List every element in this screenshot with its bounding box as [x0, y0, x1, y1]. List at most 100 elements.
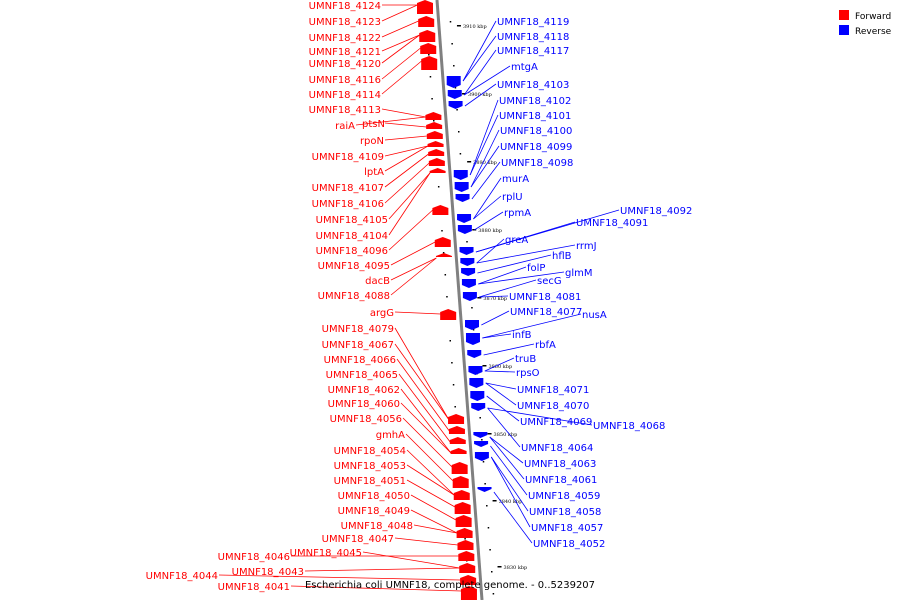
- reverse-label-leader: [463, 49, 497, 96]
- forward-label-leader: [384, 135, 428, 141]
- backbone-dot: [484, 483, 486, 485]
- backbone-dot: [464, 538, 466, 540]
- forward-gene-label: UMNF18_4107: [312, 183, 384, 194]
- forward-gene-label: UMNF18_4062: [328, 385, 400, 396]
- reverse-label-leader: [477, 254, 552, 274]
- forward-gene-label: UMNF18_4043: [232, 567, 304, 578]
- scale-tick: [456, 25, 461, 27]
- forward-gene-label: UMNF18_4079: [322, 324, 394, 335]
- forward-label-leader: [388, 209, 434, 251]
- forward-gene-label: UMNF18_4051: [334, 476, 406, 487]
- forward-label-leader: [390, 257, 437, 296]
- forward-label-leader: [381, 20, 419, 38]
- forward-gene-arrow: [428, 149, 445, 156]
- reverse-gene-arrow: [446, 76, 461, 88]
- forward-gene-label: UMNF18_4123: [309, 17, 381, 28]
- forward-gene-label: UMNF18_4060: [328, 399, 400, 410]
- forward-label-leader: [384, 122, 427, 128]
- forward-gene-label: UMNF18_4116: [309, 75, 381, 86]
- forward-gene-arrow: [453, 490, 470, 500]
- forward-genes: [417, 0, 477, 600]
- forward-gene-arrow: [454, 502, 471, 514]
- forward-label-leader: [381, 108, 426, 118]
- reverse-gene-arrow: [474, 441, 489, 447]
- reverse-gene-label: infB: [512, 330, 532, 341]
- forward-label-leader: [381, 4, 418, 22]
- reverse-gene-label: UMNF18_4118: [497, 32, 569, 43]
- forward-gene-label: UMNF18_4050: [338, 491, 410, 502]
- reverse-label-leader: [485, 382, 517, 406]
- reverse-gene-label: UMNF18_4061: [525, 475, 597, 486]
- reverse-label-leader: [479, 279, 537, 298]
- reverse-gene-label: UMNF18_4064: [521, 443, 593, 454]
- forward-gene-label: argG: [370, 308, 394, 319]
- reverse-gene-arrow: [457, 214, 472, 223]
- backbone-dot: [437, 186, 440, 188]
- forward-label-leader: [394, 327, 449, 420]
- backbone-dot: [454, 87, 457, 89]
- forward-gene-arrow: [434, 237, 451, 247]
- reverse-gene-arrow: [461, 279, 476, 288]
- reverse-label-leader: [478, 271, 565, 285]
- scale-tick: [492, 500, 497, 502]
- forward-gene-label: rpoN: [360, 136, 384, 147]
- forward-gene-label: UMNF18_4095: [318, 261, 390, 272]
- forward-gene-arrow: [418, 16, 435, 27]
- reverse-label-leader: [484, 357, 515, 372]
- reverse-label-leader: [482, 313, 582, 339]
- forward-label-leader: [362, 551, 460, 569]
- forward-label-leader: [381, 47, 421, 80]
- reverse-label-leader: [469, 99, 499, 176]
- forward-label-leader: [290, 585, 462, 592]
- reverse-label-leader: [474, 211, 504, 231]
- backbone-dot: [492, 593, 495, 595]
- forward-gene-arrow: [451, 462, 468, 474]
- backbone-dot: [479, 417, 481, 419]
- forward-gene-label: dacB: [365, 276, 390, 287]
- reverse-gene-label: UMNF18_4068: [593, 421, 665, 432]
- reverse-label-leader: [476, 238, 505, 264]
- reverse-gene-label: mtgA: [511, 62, 538, 73]
- reverse-gene-label: UMNF18_4052: [533, 539, 605, 550]
- reverse-label-leader: [490, 456, 531, 528]
- forward-gene-label: UMNF18_4049: [338, 506, 410, 517]
- forward-gene-arrow: [457, 540, 474, 550]
- backbone-dot: [453, 65, 455, 67]
- scale-tick-label: 3910 kbp: [463, 24, 487, 30]
- backbone-dot: [454, 406, 456, 408]
- forward-label-leader: [394, 343, 449, 420]
- legend-swatch-reverse: [839, 25, 849, 35]
- forward-gene-arrow: [432, 205, 449, 215]
- reverse-gene-arrow: [474, 452, 489, 461]
- backbone-dot: [429, 76, 432, 78]
- backbone-dot: [489, 549, 491, 551]
- forward-gene-label: UMNF18_4048: [341, 521, 413, 532]
- reverse-label-leader: [489, 436, 524, 464]
- forward-gene-label: UMNF18_4065: [326, 370, 398, 381]
- backbone-line: [435, 0, 484, 600]
- reverse-gene-label: UMNF18_4091: [576, 218, 648, 229]
- backbone-dot: [481, 439, 483, 441]
- reverse-gene-arrow: [467, 350, 482, 358]
- scale-tick: [477, 297, 482, 299]
- backbone-dot: [482, 461, 485, 463]
- reverse-label-leader: [490, 445, 528, 496]
- scale-tick-label: 3830 kbp: [504, 565, 528, 571]
- scale-tick: [487, 433, 492, 435]
- reverse-gene-label: glmM: [565, 268, 593, 279]
- forward-gene-arrow: [435, 253, 452, 257]
- forward-gene-arrow: [449, 437, 466, 444]
- reverse-label-leader: [482, 333, 512, 339]
- forward-gene-arrow: [426, 122, 443, 129]
- reverse-gene-label: UMNF18_4098: [501, 158, 573, 169]
- reverse-label-leader: [470, 145, 500, 188]
- forward-label-leader: [406, 479, 456, 508]
- backbone-dot: [451, 43, 453, 45]
- forward-gene-label: UMNF18_4054: [334, 446, 406, 457]
- forward-gene-label: UMNF18_4067: [322, 340, 394, 351]
- reverse-gene-arrow: [465, 320, 479, 330]
- forward-label-leader: [400, 402, 452, 454]
- backbone-dot: [458, 131, 460, 133]
- reverse-gene-arrow: [473, 432, 488, 438]
- forward-gene-arrow: [420, 43, 437, 54]
